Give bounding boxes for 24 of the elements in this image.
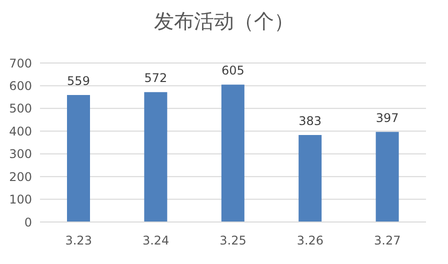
data-label: 559 <box>67 74 90 88</box>
y-tick-label: 700 <box>9 56 32 70</box>
bar <box>376 132 399 222</box>
y-tick-label: 500 <box>9 102 32 116</box>
data-label: 572 <box>144 71 168 86</box>
data-label: 383 <box>298 114 322 128</box>
bar <box>144 92 168 222</box>
x-tick-label: 3.23 <box>65 234 92 248</box>
y-tick-label: 600 <box>9 78 32 93</box>
x-tick-label: 3.26 <box>296 234 324 248</box>
y-tick-label: 0 <box>24 215 32 230</box>
y-tick-label: 100 <box>9 192 32 207</box>
bar <box>221 84 244 222</box>
x-tick-label: 3.27 <box>374 234 401 248</box>
y-tick-label: 400 <box>9 124 32 138</box>
bar <box>298 135 322 222</box>
y-tick-label: 200 <box>9 170 32 184</box>
x-tick-label: 3.25 <box>220 234 246 248</box>
chart-title: 发布活动（个） <box>153 8 295 35</box>
bar <box>67 95 90 222</box>
data-label: 605 <box>221 64 244 78</box>
x-tick-label: 3.24 <box>142 234 170 248</box>
data-label: 397 <box>376 110 399 125</box>
y-tick-label: 300 <box>9 147 32 162</box>
